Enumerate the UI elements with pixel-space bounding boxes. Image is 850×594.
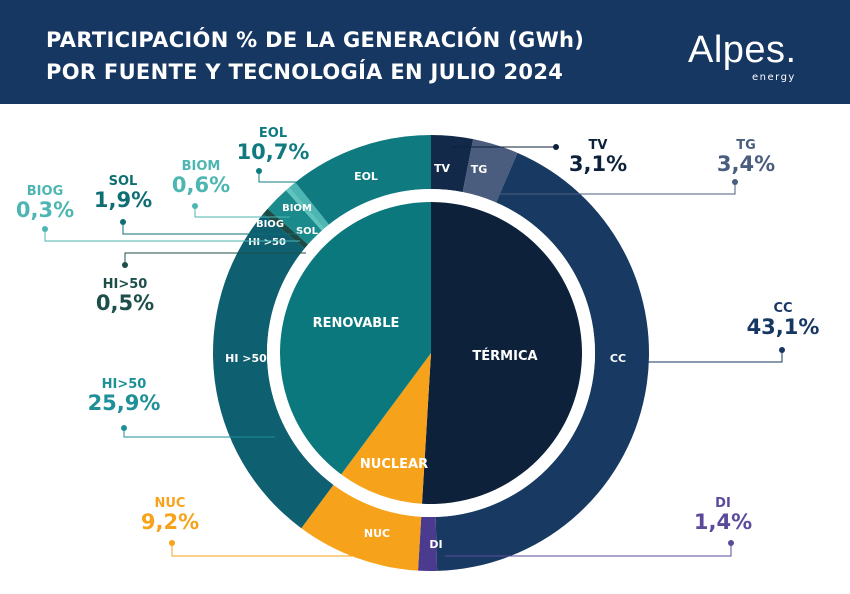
slice-higt50-5 xyxy=(212,213,334,529)
leader-dot-4 xyxy=(169,540,175,546)
callout-key: DI xyxy=(715,496,731,511)
slice-tv-0 xyxy=(431,135,474,193)
slice-label-3: DI xyxy=(429,538,442,551)
callout-value: 3,4% xyxy=(716,152,776,176)
slice-label-9: BIOM xyxy=(282,203,312,214)
leader-dot-2 xyxy=(779,347,785,353)
callout-value: 0,5% xyxy=(95,291,155,315)
leader-line-1 xyxy=(492,182,736,195)
slice-sol-7 xyxy=(267,190,322,245)
callout-10: EOL 10,7% xyxy=(223,127,323,163)
slice-biom-9 xyxy=(289,182,329,229)
slice-tg-1 xyxy=(462,139,518,203)
leader-line-10 xyxy=(258,171,300,183)
callout-1: TG 3,4% xyxy=(696,139,796,175)
leader-line-2 xyxy=(640,350,783,363)
callout-4: NUC 9,2% xyxy=(120,497,220,533)
callout-value: 1,9% xyxy=(93,188,153,212)
slice-cc-2 xyxy=(435,152,649,571)
callout-0: TV 3,1% xyxy=(548,139,648,175)
callout-key: BIOM xyxy=(181,159,221,174)
leader-dot-1 xyxy=(732,179,738,185)
callout-value: 25,9% xyxy=(87,391,161,415)
inner-label-nuclear: NUCLEAR xyxy=(360,457,428,472)
slice-label-6: HI >50 xyxy=(248,237,286,248)
leader-dot-9 xyxy=(192,203,198,209)
slice-label-4: NUC xyxy=(364,527,390,540)
callout-key: HI>50 xyxy=(101,377,147,392)
title-line-2: POR FUENTE Y TECNOLOGÍA EN JULIO 2024 xyxy=(46,60,564,84)
callout-key: EOL xyxy=(258,126,288,141)
leader-line-6 xyxy=(124,252,306,265)
leader-line-4 xyxy=(171,543,410,557)
callout-key: CC xyxy=(773,301,793,316)
leader-dot-10 xyxy=(256,168,262,174)
callout-value: 0,3% xyxy=(15,198,75,222)
callout-2: CC 43,1% xyxy=(733,302,833,338)
callout-7: SOL 1,9% xyxy=(73,175,173,211)
callout-value: 0,6% xyxy=(171,173,231,197)
slice-biog-8 xyxy=(285,187,325,231)
callout-value: 3,1% xyxy=(568,152,628,176)
leader-line-3 xyxy=(445,543,732,557)
inner-slice-nuclear xyxy=(341,353,431,504)
leader-dot-0 xyxy=(553,144,559,150)
callout-key: HI>50 xyxy=(102,277,148,292)
slice-label-0: TV xyxy=(434,162,451,175)
callout-value: 10,7% xyxy=(236,140,310,164)
slice-label-8: BIOG xyxy=(256,219,284,230)
slice-di-3 xyxy=(418,516,438,571)
slice-label-7: SOL xyxy=(296,226,319,237)
inner-slice-térmica xyxy=(422,202,582,504)
inner-label-renovable: RENOVABLE xyxy=(313,316,400,331)
slice-higt50-6 xyxy=(263,208,309,249)
callout-value: 1,4% xyxy=(693,510,753,534)
slice-label-10: EOL xyxy=(354,170,378,183)
callout-key: TV xyxy=(588,138,608,153)
callout-6: HI>50 0,5% xyxy=(75,278,175,314)
leader-dot-8 xyxy=(42,226,48,232)
callout-3: DI 1,4% xyxy=(673,497,773,533)
chart-title: PARTICIPACIÓN % DE LA GENERACIÓN (GWh) P… xyxy=(46,24,584,88)
slice-label-2: CC xyxy=(610,352,626,365)
callout-key: NUC xyxy=(154,496,186,511)
slice-label-1: TG xyxy=(471,163,488,176)
leader-dot-3 xyxy=(728,540,734,546)
slice-nuc-4 xyxy=(301,484,422,571)
callout-value: 9,2% xyxy=(140,510,200,534)
callout-key: BIOG xyxy=(26,184,64,199)
inner-slice-renovable xyxy=(279,202,431,475)
callout-5: HI>50 25,9% xyxy=(74,378,174,414)
slice-eol-10 xyxy=(295,135,431,225)
callout-8: BIOG 0,3% xyxy=(0,185,95,221)
title-line-1: PARTICIPACIÓN % DE LA GENERACIÓN (GWh) xyxy=(46,28,585,52)
callout-key: TG xyxy=(736,138,756,153)
callout-value: 43,1% xyxy=(746,315,820,339)
alpes-logo: Alpes. energy xyxy=(688,29,797,83)
leader-line-8 xyxy=(44,229,300,242)
callout-key: SOL xyxy=(108,174,138,189)
leader-line-7 xyxy=(122,222,300,235)
logo-name: Alpes. xyxy=(688,29,797,71)
leader-dot-7 xyxy=(120,219,126,225)
header: PARTICIPACIÓN % DE LA GENERACIÓN (GWh) P… xyxy=(0,0,850,104)
leader-line-9 xyxy=(194,206,290,218)
leader-dot-5 xyxy=(121,425,127,431)
leader-dot-6 xyxy=(122,262,128,268)
inner-label-térmica: TÉRMICA xyxy=(472,348,537,364)
callout-9: BIOM 0,6% xyxy=(151,160,251,196)
slice-label-5: HI >50 xyxy=(225,352,267,365)
logo-sub: energy xyxy=(752,72,796,83)
